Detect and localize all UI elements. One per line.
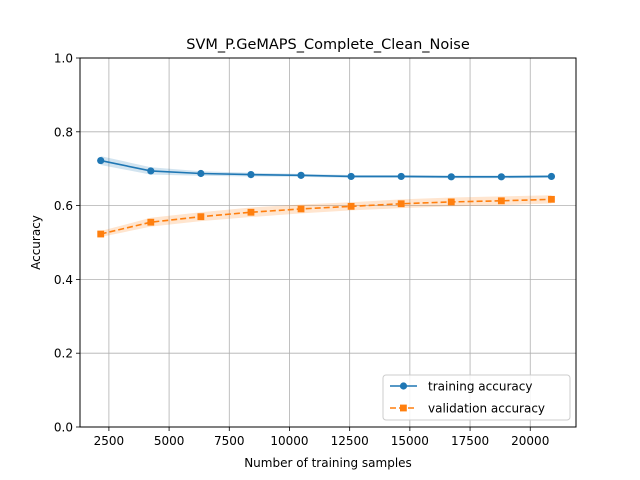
training-accuracy-legend-label: training accuracy xyxy=(428,380,532,394)
validation-accuracy-legend-marker xyxy=(400,404,407,412)
training-accuracy-point xyxy=(97,156,105,165)
training-accuracy-point xyxy=(397,172,405,181)
x-tick-label: 5000 xyxy=(154,434,185,448)
training-accuracy-legend-marker xyxy=(399,382,408,390)
legend: training accuracy validation accuracy xyxy=(382,374,571,421)
training-accuracy-point xyxy=(447,173,455,181)
y-axis-label: Accuracy xyxy=(29,215,43,270)
validation-accuracy-point xyxy=(147,218,155,226)
x-tick-label: 2500 xyxy=(94,434,125,448)
x-tick-label: 10000 xyxy=(270,434,308,448)
y-tick-label: 1.0 xyxy=(54,52,73,66)
validation-accuracy-band xyxy=(100,195,552,237)
series-lines xyxy=(100,159,552,235)
training-accuracy-point xyxy=(547,172,556,181)
axis-ticks: 2500 5000 7500 10000 12500 15000 17500 20000 0.0… xyxy=(54,52,549,449)
series-markers xyxy=(97,156,556,238)
validation-accuracy-line xyxy=(100,198,552,235)
legend-box xyxy=(382,374,571,421)
training-accuracy-line xyxy=(100,159,552,178)
validation-accuracy-point xyxy=(497,197,505,205)
x-tick-label: 12500 xyxy=(331,434,369,448)
y-tick-label: 0.2 xyxy=(54,347,73,361)
chart-title: SVM_P.GeMAPS_Complete_Clean_Noise xyxy=(186,37,470,53)
training-accuracy-point xyxy=(297,171,305,179)
validation-accuracy-point xyxy=(347,202,355,210)
validation-accuracy-point xyxy=(297,205,305,213)
validation-accuracy-point xyxy=(397,200,405,208)
training-accuracy-point xyxy=(497,173,505,181)
y-tick-label: 0.4 xyxy=(54,273,73,287)
x-tick-label: 20000 xyxy=(511,434,549,448)
validation-accuracy-point xyxy=(197,213,205,221)
confidence-bands xyxy=(100,156,552,237)
validation-accuracy-point xyxy=(548,195,555,203)
validation-accuracy-legend-label: validation accuracy xyxy=(428,402,545,416)
validation-accuracy-point xyxy=(97,230,105,238)
y-tick-label: 0.6 xyxy=(54,199,73,213)
x-tick-label: 7500 xyxy=(214,434,245,448)
training-accuracy-point xyxy=(247,171,255,179)
y-tick-label: 0.0 xyxy=(54,421,73,435)
x-tick-label: 15000 xyxy=(391,434,429,448)
validation-accuracy-point xyxy=(247,208,255,216)
plot-frame xyxy=(79,57,577,428)
training-accuracy-band xyxy=(100,156,552,179)
training-accuracy-point xyxy=(147,167,155,175)
validation-accuracy-point xyxy=(447,198,455,206)
x-tick-label: 17500 xyxy=(451,434,489,448)
y-tick-label: 0.8 xyxy=(54,125,73,139)
x-axis-label: Number of training samples xyxy=(244,456,412,470)
training-accuracy-point xyxy=(347,172,355,181)
training-accuracy-point xyxy=(197,169,205,178)
